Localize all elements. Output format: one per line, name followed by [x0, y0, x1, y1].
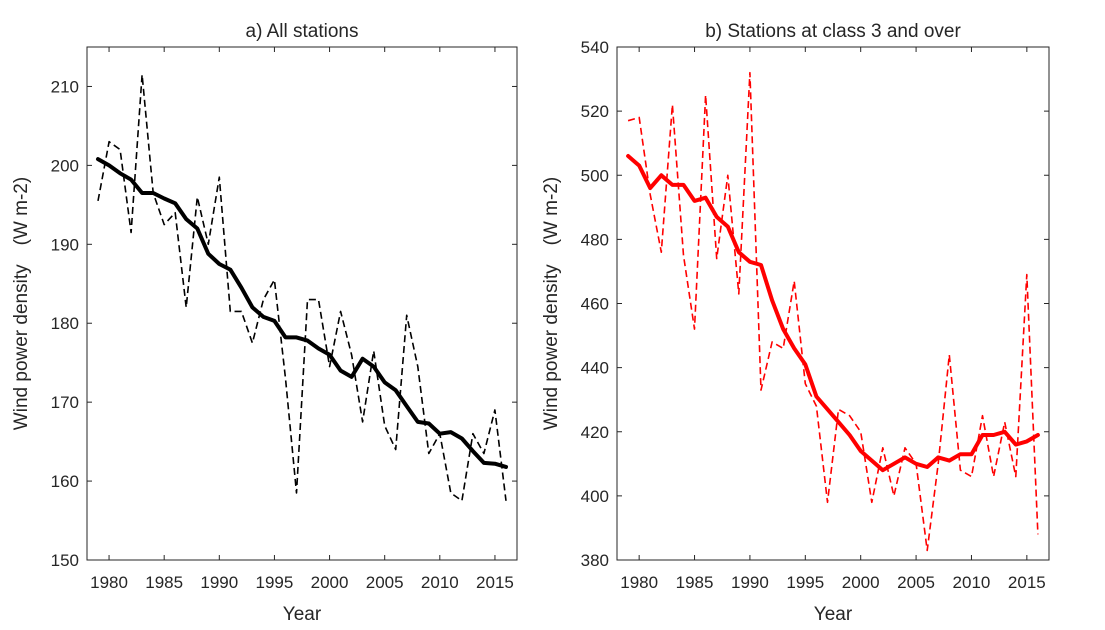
y-tick-label: 210 — [51, 77, 79, 96]
x-tick-label: 1980 — [620, 573, 658, 592]
x-tick-label: 1995 — [256, 573, 294, 592]
plot-frame — [86, 46, 518, 561]
y-tick-label: 200 — [51, 156, 79, 175]
x-axis-label: Year — [814, 604, 853, 625]
y-tick-label: 540 — [581, 38, 609, 57]
x-tick-label: 1980 — [90, 573, 128, 592]
chart-title: b) Stations at class 3 and over — [705, 21, 961, 42]
x-tick-label: 1985 — [676, 573, 714, 592]
x-tick-label: 2000 — [311, 573, 349, 592]
x-tick-label: 2000 — [842, 573, 880, 592]
series-trend-line — [96, 157, 508, 469]
y-tick-label: 190 — [51, 235, 79, 254]
y-tick-label: 170 — [51, 393, 79, 412]
y-tick-label: 440 — [581, 359, 609, 378]
x-tick-label: 1995 — [786, 573, 824, 592]
series-annual-line — [97, 73, 507, 502]
x-tick-label: 2010 — [953, 573, 991, 592]
x-axis-label: Year — [283, 604, 322, 625]
y-tick-label: 460 — [581, 295, 609, 314]
plot-frame — [616, 46, 1050, 561]
panel-all-stations: a) All stations 1980 1985 1990 1995 2000 2005 2… — [11, 21, 518, 625]
x-tick-label: 2010 — [421, 573, 459, 592]
y-tick-label: 160 — [51, 472, 79, 491]
series-annual-line — [627, 71, 1039, 552]
x-tick-label: 1990 — [731, 573, 769, 592]
y-tick-label: 180 — [51, 314, 79, 333]
y-tick-label: 520 — [581, 102, 609, 121]
x-tick-label: 2005 — [897, 573, 935, 592]
y-tick-label: 380 — [581, 551, 609, 570]
series-trend-line — [626, 154, 1040, 473]
x-tick-label: 1985 — [145, 573, 183, 592]
x-tick-label: 2015 — [1008, 573, 1046, 592]
y-tick-label: 400 — [581, 487, 609, 506]
x-tick-label: 1990 — [200, 573, 238, 592]
y-tick-label: 480 — [581, 230, 609, 249]
chart-title: a) All stations — [246, 21, 359, 42]
x-tick-label: 2005 — [366, 573, 404, 592]
panel-class3-stations: b) Stations at class 3 and over 1980 1985 1… — [541, 21, 1050, 625]
y-axis-label: Wind power density (W m-2) — [541, 177, 562, 430]
y-tick-label: 420 — [581, 423, 609, 442]
y-axis-label: Wind power density (W m-2) — [11, 177, 32, 430]
y-tick-label: 500 — [581, 166, 609, 185]
x-tick-label: 2015 — [476, 573, 514, 592]
y-tick-label: 150 — [51, 551, 79, 570]
